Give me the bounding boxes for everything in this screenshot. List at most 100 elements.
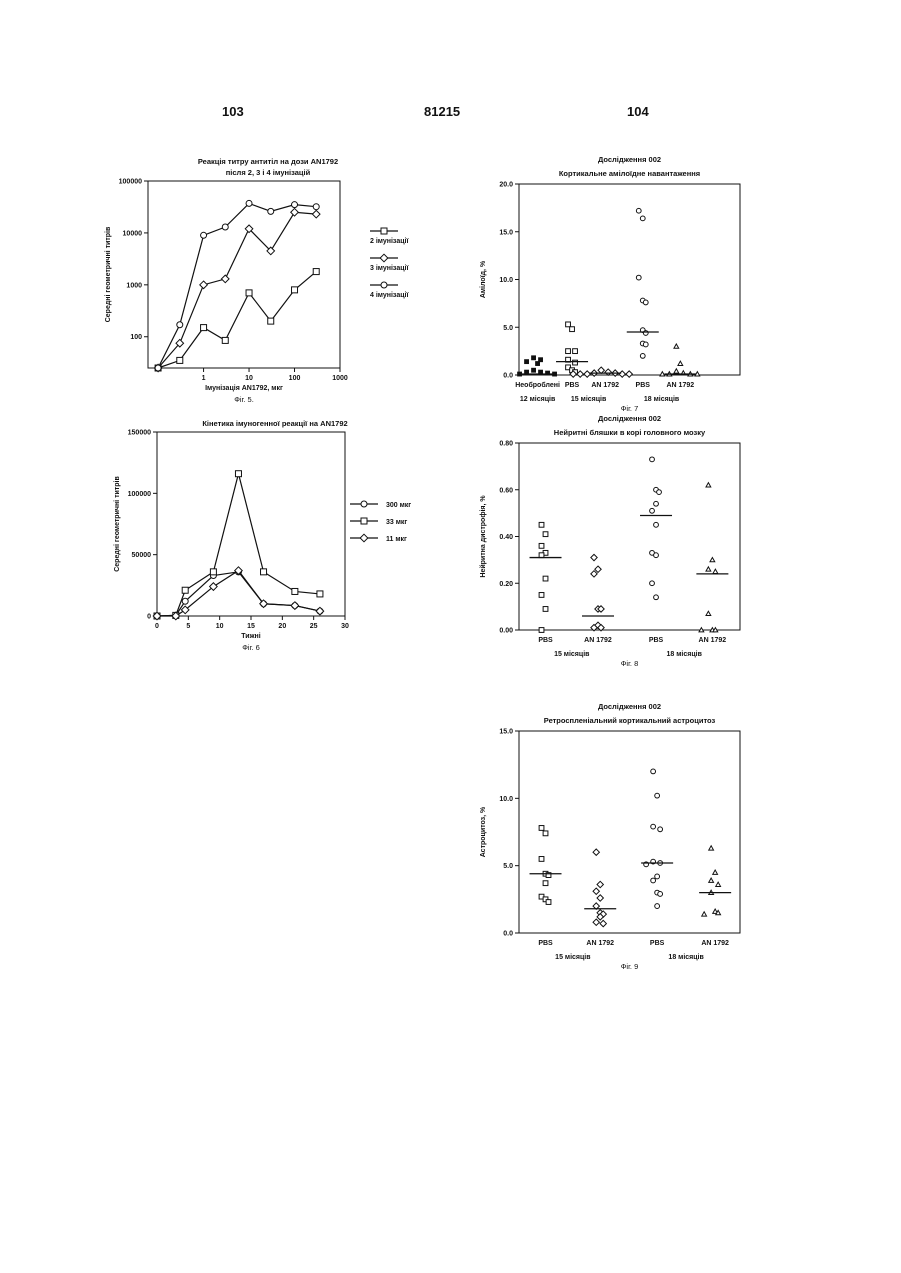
fig6-xtick-label: 10 (216, 623, 224, 630)
fig5-title: Реакція титру антитіл на дози AN1792 (198, 157, 338, 166)
fig7-caption: Фіг. 7 (621, 404, 639, 413)
fig9-point-0-8 (546, 900, 551, 905)
fig5-series-0-point (222, 337, 228, 343)
fig7-ytick-label: 0.0 (503, 373, 513, 380)
fig8-point-3-6 (713, 628, 718, 632)
fig9-ytick-label: 0.0 (503, 931, 513, 938)
fig5-legend-label-0: 2 імунізації (370, 237, 409, 245)
fig7-point-3-2 (636, 275, 641, 280)
fig9-category-label-2: PBS (650, 940, 665, 947)
fig6-xlabel: Тижні (241, 632, 261, 640)
fig7-point-0-3 (536, 362, 540, 366)
fig7-point-1-0 (566, 322, 571, 327)
fig9-point-2-2 (651, 824, 656, 829)
fig5-legend-marker-2 (381, 282, 387, 288)
fig8-point-2-0 (650, 457, 655, 462)
fig8-group-label-1: 18 місяців (667, 650, 703, 658)
fig8-plot-frame (519, 443, 740, 630)
fig7-point-0-1 (539, 358, 543, 362)
fig6-xtick-label: 25 (310, 623, 318, 630)
fig7-point-1-1 (570, 327, 575, 332)
fig8-ytick-label: 0.40 (499, 534, 513, 541)
fig5-series-0-point (313, 269, 319, 275)
fig8-point-2-2 (657, 490, 662, 495)
fig5-legend-marker-0 (381, 228, 387, 234)
fig5-series-1-point (221, 275, 229, 283)
fig7-point-2-5 (619, 371, 625, 377)
fig5-series-0-point (268, 318, 274, 324)
fig8-point-0-5 (543, 576, 548, 581)
fig9-point-1-1 (597, 881, 603, 887)
fig6-legend-marker-2 (360, 534, 368, 542)
fig6-series-1-point (210, 569, 216, 575)
fig8-point-2-4 (650, 508, 655, 513)
fig7-title: Дослідження 002 (598, 155, 661, 164)
fig8-point-3-1 (710, 557, 715, 561)
fig8-chart: Дослідження 002Нейритні бляшки в корі го… (479, 414, 740, 668)
fig5-series-0-point (292, 287, 298, 293)
fig6-title: Кінетика імуногенної реакції на AN1792 (202, 419, 347, 428)
fig9-ytick-label: 10.0 (499, 796, 513, 803)
fig7-ylabel: Амілоїд, % (479, 260, 487, 298)
fig7-category-label-0: Необроблені (515, 381, 560, 389)
fig7-point-3-4 (643, 300, 648, 305)
fig6-xtick-label: 0 (155, 623, 159, 630)
fig7-group-label-2: 18 місяців (644, 395, 680, 403)
fig5-legend-marker-1 (380, 254, 388, 262)
fig7-group-label-1: 15 місяців (571, 395, 607, 403)
fig8-category-label-1: AN 1792 (584, 637, 612, 644)
fig8-point-3-7 (699, 628, 704, 632)
fig8-point-0-4 (539, 553, 544, 558)
fig7-point-2-6 (577, 371, 583, 377)
fig9-point-1-8 (593, 919, 599, 925)
fig7-point-4-1 (678, 361, 683, 365)
fig5-xtick-label: 100 (289, 375, 301, 382)
fig9-point-2-11 (655, 904, 660, 909)
fig9-point-2-10 (658, 892, 663, 897)
fig9-subtitle: Ретроспленіальний кортикальний астроцито… (544, 716, 716, 725)
fig9-point-0-5 (543, 881, 548, 886)
fig8-point-3-0 (706, 483, 711, 487)
fig7-point-2-1 (605, 369, 611, 375)
fig6-xtick-label: 15 (247, 623, 255, 630)
fig5-series-2-point (155, 365, 161, 371)
fig5-series-2-point (222, 224, 228, 230)
fig9-title: Дослідження 002 (598, 702, 661, 711)
fig6-xtick-label: 5 (186, 623, 190, 630)
fig7-ytick-label: 15.0 (499, 229, 513, 236)
fig5-series-2-point (177, 322, 183, 328)
fig9-category-label-0: PBS (538, 940, 553, 947)
fig7-chart: Дослідження 002Кортикальне амілоїдне нав… (479, 155, 740, 413)
fig9-ytick-label: 15.0 (499, 729, 513, 736)
fig9-point-3-0 (709, 846, 714, 850)
fig5-series-line-0 (158, 272, 316, 368)
fig6-legend-label-2: 11 мкг (386, 536, 407, 543)
fig6-ytick-label: 100000 (128, 491, 151, 498)
fig8-ytick-label: 0.00 (499, 628, 513, 635)
fig8-point-0-2 (539, 543, 544, 548)
fig8-point-2-3 (654, 501, 659, 506)
fig8-group-label-0: 15 місяців (554, 650, 590, 658)
fig9-point-3-2 (709, 878, 714, 882)
fig8-point-0-7 (543, 607, 548, 612)
fig8-category-label-2: PBS (649, 637, 664, 644)
fig5-ylabel: Середні геометричні титрів (104, 226, 112, 322)
fig5-subtitle: після 2, 3 і 4 імунізацій (226, 168, 311, 177)
fig5-series-2-point (246, 200, 252, 206)
fig9-point-2-1 (655, 793, 660, 798)
fig5-chart: після 2, 3 і 4 імунізацій Реакція титру а… (104, 157, 409, 404)
fig7-ytick-label: 10.0 (499, 277, 513, 284)
fig8-point-3-2 (706, 567, 711, 571)
fig8-category-label-3: AN 1792 (699, 637, 727, 644)
fig5-legend-label-2: 4 імунізації (370, 291, 409, 299)
fig9-point-3-7 (702, 912, 707, 916)
fig7-point-4-0 (674, 344, 679, 348)
fig5-series-2-point (292, 202, 298, 208)
fig6-legend-label-0: 300 мкг (386, 502, 411, 509)
fig5-xtick-label: 1000 (332, 375, 348, 382)
fig9-point-1-2 (593, 888, 599, 894)
fig8-point-0-0 (539, 522, 544, 527)
fig9-point-0-0 (539, 826, 544, 831)
fig8-ytick-label: 0.20 (499, 581, 513, 588)
